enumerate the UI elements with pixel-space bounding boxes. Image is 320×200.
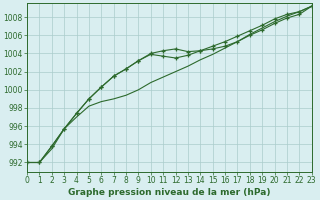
X-axis label: Graphe pression niveau de la mer (hPa): Graphe pression niveau de la mer (hPa) — [68, 188, 271, 197]
